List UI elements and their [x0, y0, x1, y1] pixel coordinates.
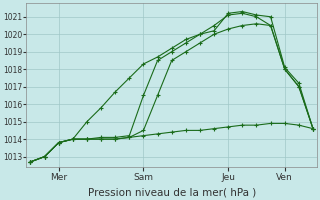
- X-axis label: Pression niveau de la mer( hPa ): Pression niveau de la mer( hPa ): [88, 187, 256, 197]
